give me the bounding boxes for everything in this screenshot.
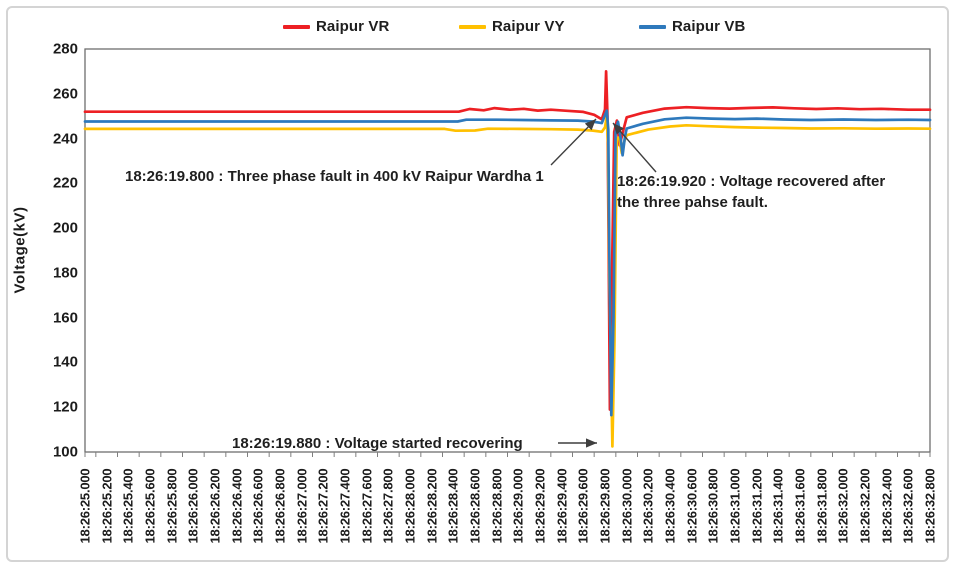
annotation-arrow-recovered [612,122,657,173]
y-tick-label: 240 [52,130,78,148]
y-tick-label: 180 [52,264,78,282]
series-line-raipur-vy [83,115,932,448]
x-tick-label: 18:26:29.000 [510,468,526,544]
y-tick-label: 140 [52,353,78,371]
legend-label: Raipur VY [492,18,565,35]
y-tick-label: 100 [52,443,78,461]
x-tick-label: 18:26:27.800 [380,468,396,544]
x-tick-label: 18:26:32.800 [922,468,938,544]
annotation-fault: 18:26:19.800 : Three phase fault in 400 … [125,168,544,185]
x-tick-label: 18:26:25.800 [164,468,180,544]
legend-item-raipur-vb: Raipur VB [639,18,745,35]
y-axis-title: Voltage(kV) [11,206,29,294]
y-tick-label: 220 [52,174,78,192]
x-tick-label: 18:26:26.800 [272,468,288,544]
x-tick-label: 18:26:25.400 [120,468,136,544]
x-tick-label: 18:26:28.800 [489,468,505,544]
y-tick-label: 280 [52,40,78,58]
x-tick-label: 18:26:30.400 [662,468,678,544]
x-tick-label: 18:26:32.000 [835,468,851,544]
x-tick-label: 18:26:30.000 [619,468,635,544]
x-tick-label: 18:26:32.600 [900,468,916,544]
x-tick-label: 18:26:29.600 [575,468,591,544]
x-tick-label: 18:26:28.000 [402,468,418,544]
annotation-arrow-fault [550,118,597,166]
annotation-started-recovering: 18:26:19.880 : Voltage started recoverin… [232,435,523,452]
x-tick-label: 18:26:30.800 [705,468,721,544]
x-tick-label: 18:26:28.400 [445,468,461,544]
legend-item-raipur-vr: Raipur VR [283,18,389,35]
annotation-recovered: 18:26:19.920 : Voltage recovered after t… [617,171,937,213]
x-tick-label: 18:26:28.200 [424,468,440,544]
y-tick-label: 160 [52,309,78,327]
y-tick-label: 260 [52,85,78,103]
x-tick-label: 18:26:31.200 [749,468,765,544]
x-tick-label: 18:26:29.400 [554,468,570,544]
x-tick-label: 18:26:26.600 [250,468,266,544]
x-tick-label: 18:26:26.200 [207,468,223,544]
x-tick-label: 18:26:30.600 [684,468,700,544]
legend-item-raipur-vy: Raipur VY [459,18,565,35]
x-tick-label: 18:26:29.200 [532,468,548,544]
x-tick-label: 18:26:26.400 [229,468,245,544]
x-tick-label: 18:26:31.800 [814,468,830,544]
x-tick-label: 18:26:27.400 [337,468,353,544]
annotation-recovered-line2: the three pahse fault. [617,194,768,211]
legend-label: Raipur VR [316,18,390,35]
x-tick-label: 18:26:30.200 [640,468,656,544]
annotation-recovered-line1: 18:26:19.920 : Voltage recovered after [617,173,886,190]
x-tick-label: 18:26:27.600 [359,468,375,544]
y-tick-label: 200 [52,219,78,237]
x-tick-label: 18:26:31.400 [770,468,786,544]
x-tick-label: 18:26:28.600 [467,468,483,544]
y-tick-label: 120 [52,398,78,416]
legend-label: Raipur VB [672,18,746,35]
legend-swatch [283,24,310,29]
x-tick-label: 18:26:27.000 [294,468,310,544]
legend-swatch [459,24,486,29]
x-tick-label: 18:26:25.000 [77,468,93,544]
legend-swatch [639,24,666,29]
x-tick-label: 18:26:26.000 [185,468,201,544]
x-tick-label: 18:26:25.600 [142,468,158,544]
x-tick-label: 18:26:31.600 [792,468,808,544]
x-tick-label: 18:26:25.200 [99,468,115,544]
x-tick-label: 18:26:29.800 [597,468,613,544]
series-line-raipur-vb [83,109,932,417]
x-tick-label: 18:26:32.400 [879,468,895,544]
x-tick-label: 18:26:27.200 [315,468,331,544]
x-tick-label: 18:26:31.000 [727,468,743,544]
x-tick-label: 18:26:32.200 [857,468,873,544]
